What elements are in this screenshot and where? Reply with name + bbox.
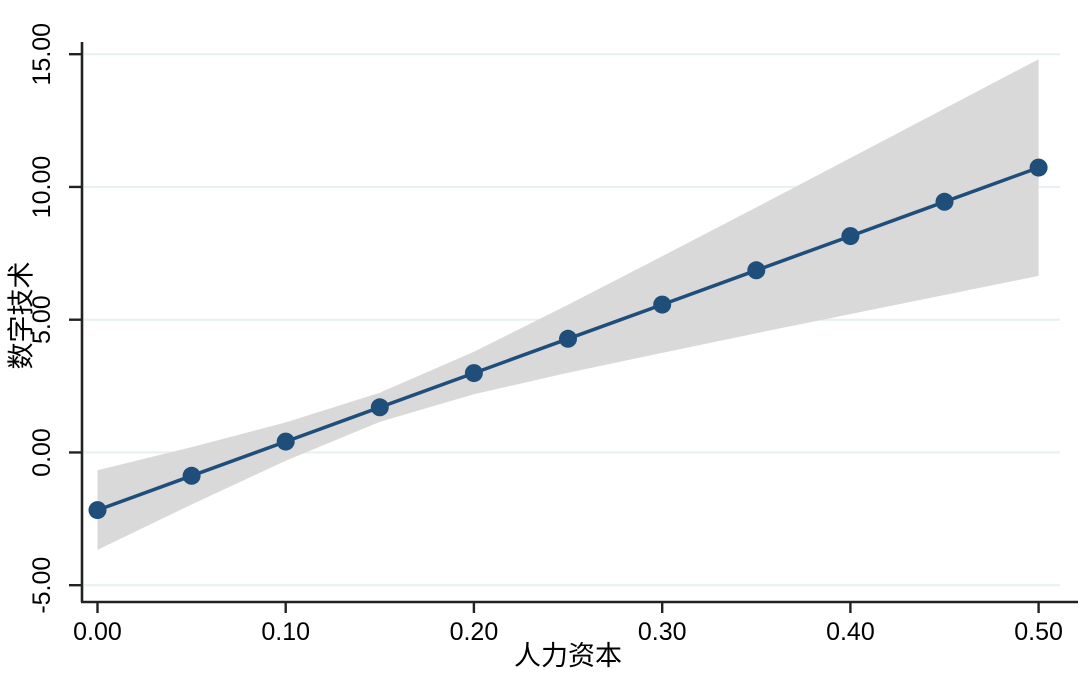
y-tick-label: 10.00 xyxy=(28,156,56,219)
data-point-marker xyxy=(182,466,201,485)
data-point-marker xyxy=(559,329,577,348)
x-tick-label: 0.00 xyxy=(73,618,122,646)
x-axis-title: 人力资本 xyxy=(514,641,622,671)
x-tick-label: 0.20 xyxy=(450,618,499,646)
x-tick-label: 0.50 xyxy=(1014,618,1063,646)
x-tick-label: 0.40 xyxy=(826,618,875,646)
confidence-band xyxy=(97,59,1039,550)
y-tick-label: 15.00 xyxy=(28,23,56,86)
x-tick-label: 0.30 xyxy=(638,618,687,646)
data-point-marker xyxy=(370,398,389,417)
y-tick-label: 5.00 xyxy=(28,295,56,344)
y-axis-title: 数字技术 xyxy=(6,261,37,370)
data-point-marker xyxy=(464,364,483,383)
data-point-marker xyxy=(88,501,107,520)
y-tick-label: 0.00 xyxy=(28,428,56,477)
y-tick-label: -5.00 xyxy=(28,557,56,614)
x-tick-label: 0.10 xyxy=(261,618,310,646)
data-point-marker xyxy=(653,295,672,314)
data-point-marker xyxy=(935,192,954,211)
data-point-marker xyxy=(841,227,860,246)
data-point-marker xyxy=(747,261,766,280)
data-point-marker xyxy=(1029,158,1048,177)
data-point-marker xyxy=(276,432,295,451)
